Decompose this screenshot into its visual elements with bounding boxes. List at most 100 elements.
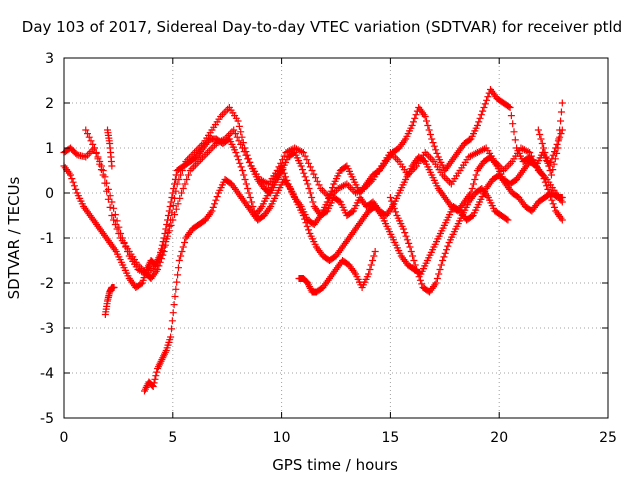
data-point bbox=[164, 232, 172, 240]
data-point bbox=[172, 171, 180, 179]
data-point bbox=[436, 266, 444, 273]
data-point bbox=[556, 126, 564, 134]
data-point bbox=[167, 221, 175, 229]
data-point bbox=[238, 144, 246, 152]
data-point bbox=[113, 225, 121, 233]
data-point bbox=[137, 280, 145, 288]
data-point bbox=[423, 117, 431, 125]
data-point bbox=[367, 261, 375, 269]
data-point bbox=[302, 176, 310, 184]
data-point bbox=[153, 257, 161, 265]
data-point bbox=[99, 167, 107, 174]
data-point bbox=[389, 201, 397, 209]
x-tick-label: 0 bbox=[60, 430, 69, 446]
data-point bbox=[104, 185, 112, 193]
data-point bbox=[440, 173, 448, 181]
data-point bbox=[172, 285, 180, 293]
data-point bbox=[304, 180, 312, 188]
y-tick-label: -1 bbox=[40, 231, 54, 247]
data-point bbox=[432, 146, 440, 154]
data-point bbox=[411, 114, 419, 122]
data-point bbox=[106, 203, 114, 211]
data-point bbox=[224, 105, 232, 113]
data-point bbox=[393, 156, 401, 164]
data-point bbox=[476, 114, 484, 122]
x-tick-label: 25 bbox=[599, 430, 617, 446]
data-point bbox=[435, 270, 443, 278]
data-point bbox=[507, 159, 515, 167]
data-point bbox=[178, 189, 186, 197]
data-point bbox=[172, 205, 180, 213]
data-point bbox=[408, 122, 416, 129]
data-point bbox=[543, 182, 551, 190]
data-point bbox=[429, 139, 437, 147]
data-point bbox=[322, 208, 330, 216]
data-point bbox=[149, 383, 157, 390]
data-point bbox=[167, 325, 175, 333]
data-point bbox=[425, 126, 433, 134]
data-point bbox=[507, 112, 515, 120]
data-point bbox=[432, 279, 440, 287]
data-point bbox=[549, 200, 557, 208]
data-point bbox=[151, 375, 159, 383]
data-point bbox=[168, 194, 176, 201]
data-point bbox=[444, 176, 452, 184]
data-point bbox=[392, 208, 400, 216]
data-point bbox=[317, 185, 325, 192]
data-point bbox=[386, 194, 394, 201]
data-point bbox=[236, 159, 244, 167]
data-point bbox=[110, 284, 118, 291]
data-point bbox=[85, 149, 93, 157]
series-track-3 bbox=[82, 126, 566, 278]
data-point bbox=[167, 333, 175, 341]
data-point bbox=[87, 148, 95, 156]
x-axis-label: GPS time / hours bbox=[272, 456, 398, 474]
data-point bbox=[110, 204, 118, 212]
data-point bbox=[538, 140, 546, 147]
x-tick-label: 15 bbox=[381, 430, 399, 446]
series-track-6 bbox=[386, 185, 512, 296]
data-point bbox=[480, 104, 488, 111]
data-point bbox=[471, 176, 479, 183]
data-point bbox=[345, 182, 353, 190]
data-point bbox=[120, 239, 128, 246]
y-axis-label: SDTVAR / TECUs bbox=[5, 176, 23, 299]
data-point bbox=[442, 175, 450, 183]
data-point bbox=[237, 128, 245, 136]
data-point bbox=[171, 176, 179, 183]
series-track-7 bbox=[101, 284, 118, 318]
data-point bbox=[428, 135, 436, 143]
data-point bbox=[481, 100, 489, 108]
data-point bbox=[418, 280, 426, 288]
data-point bbox=[439, 257, 447, 264]
data-point bbox=[550, 160, 558, 168]
data-point bbox=[238, 167, 246, 174]
y-tick-label: 2 bbox=[45, 96, 54, 112]
data-point bbox=[280, 152, 288, 160]
data-point bbox=[89, 140, 97, 148]
data-point bbox=[231, 130, 239, 138]
data-point bbox=[299, 149, 307, 156]
data-point bbox=[308, 194, 316, 201]
data-point bbox=[305, 226, 313, 234]
y-tick-label: -3 bbox=[40, 321, 54, 337]
data-point bbox=[411, 261, 419, 269]
data-point bbox=[527, 152, 535, 160]
data-point bbox=[207, 145, 215, 153]
data-point bbox=[155, 254, 163, 262]
data-point bbox=[179, 243, 187, 251]
data-point bbox=[84, 130, 92, 138]
data-point bbox=[233, 133, 241, 141]
data-point bbox=[308, 167, 316, 174]
data-point bbox=[301, 215, 309, 223]
data-point bbox=[366, 266, 374, 273]
data-point bbox=[413, 266, 421, 273]
y-tick-label: -4 bbox=[40, 366, 54, 382]
data-point bbox=[310, 170, 318, 178]
data-point bbox=[84, 151, 92, 159]
data-point bbox=[412, 111, 420, 119]
data-point bbox=[473, 122, 481, 129]
data-point bbox=[177, 252, 185, 260]
data-point bbox=[558, 99, 566, 107]
y-tick-label: 3 bbox=[45, 51, 54, 67]
